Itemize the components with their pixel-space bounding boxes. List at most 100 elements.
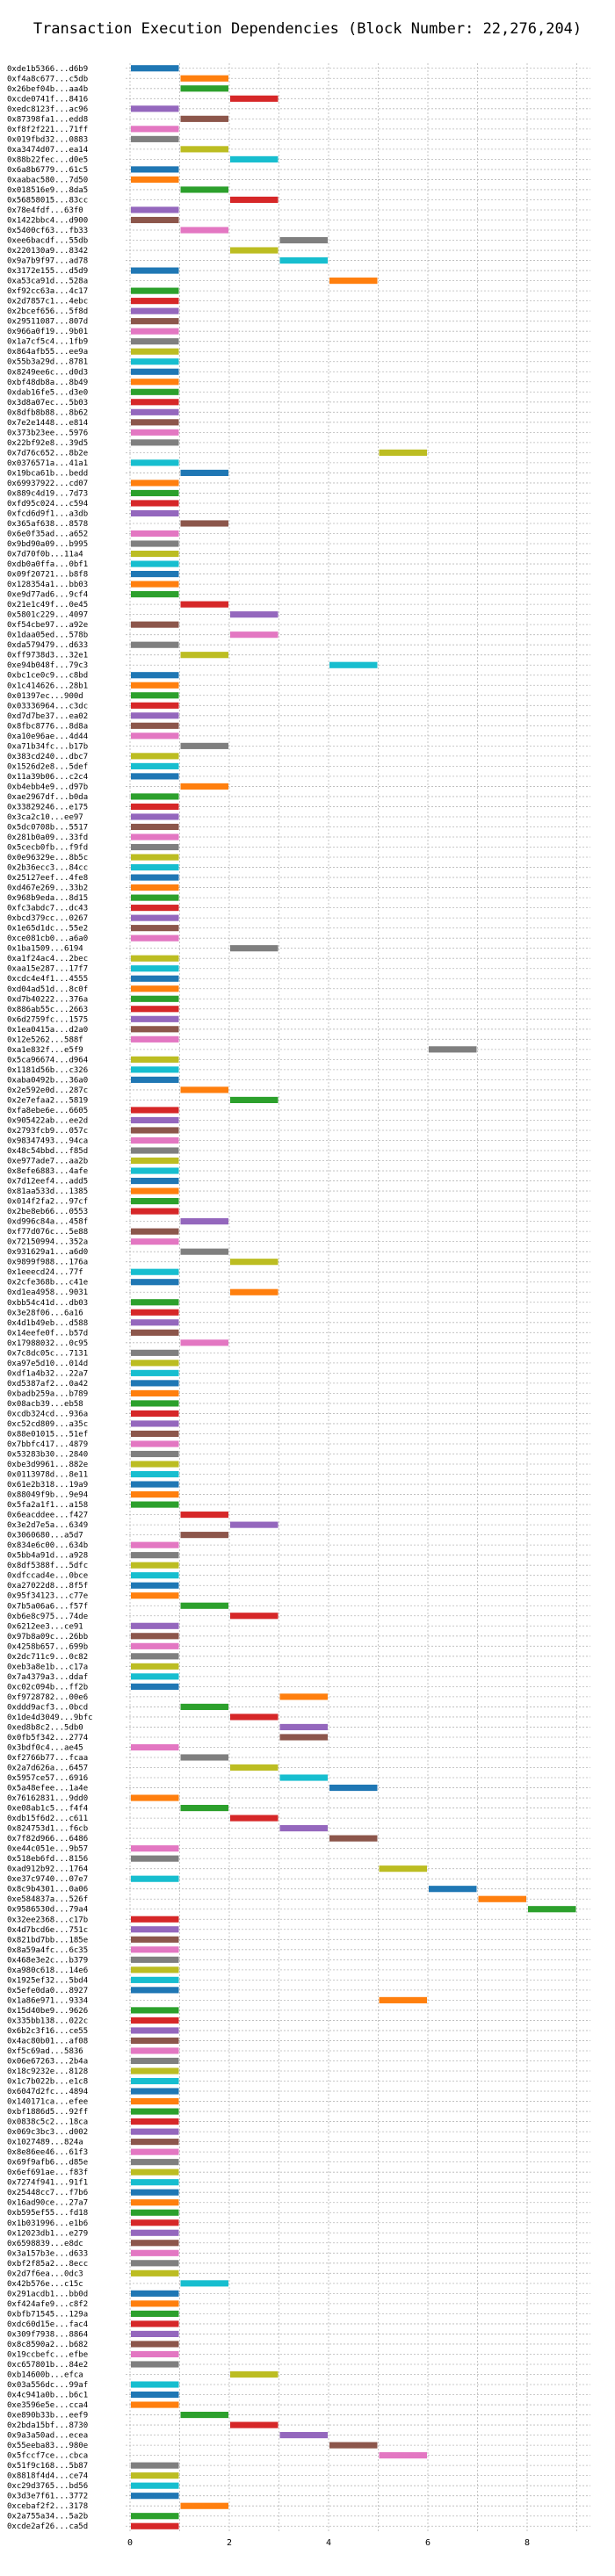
y-tick-label: 0xfcd6d9f1...a3db bbox=[7, 509, 88, 518]
x-tick-label-0: 0 bbox=[127, 2538, 133, 2548]
bar-tx-174 bbox=[279, 1825, 328, 1832]
bar-tx-235 bbox=[329, 2442, 378, 2449]
bar-tx-240 bbox=[131, 2493, 179, 2500]
y-tick-label: 0xbf1886d5...92ff bbox=[7, 2108, 88, 2117]
bar-tx-150 bbox=[131, 1582, 179, 1589]
bar-tx-114 bbox=[180, 1218, 228, 1225]
bar-tx-226 bbox=[131, 2350, 179, 2358]
bar-tx-182 bbox=[528, 1906, 576, 1913]
y-tick-label: 0x51f9c168...5b87 bbox=[7, 2462, 88, 2471]
y-tick-label: 0x7274f941...91f1 bbox=[7, 2179, 88, 2188]
bar-tx-66 bbox=[131, 732, 179, 740]
y-tick-label: 0x7d12eef4...add5 bbox=[7, 1178, 88, 1187]
y-tick-label: 0x018516e9...8da5 bbox=[7, 186, 88, 195]
y-tick-label: 0x7d70f0b...11a4 bbox=[7, 551, 83, 559]
bar-tx-10 bbox=[131, 166, 179, 173]
bar-tx-216 bbox=[131, 2249, 179, 2256]
y-tick-label: 0xe977ade7...aa2b bbox=[7, 1158, 88, 1166]
y-tick-label: 0x1b031996...e1b6 bbox=[7, 2219, 88, 2228]
bar-tx-232 bbox=[180, 2411, 228, 2419]
bar-tx-16 bbox=[180, 227, 228, 234]
y-tick-label: 0x8dfb8b88...8b62 bbox=[7, 408, 88, 417]
y-tick-label: 0x3060680...a5d7 bbox=[7, 1532, 83, 1541]
bar-tx-239 bbox=[131, 2482, 179, 2489]
y-tick-label: 0xa1e832f...e5f9 bbox=[7, 1046, 83, 1055]
bar-tx-180 bbox=[429, 1886, 477, 1893]
y-tick-label: 0x15d40be9...9626 bbox=[7, 2007, 88, 2016]
y-tick-label: 0x5fa2a1f1...a158 bbox=[7, 1501, 88, 1510]
bar-tx-11 bbox=[131, 176, 179, 184]
bar-tx-31 bbox=[131, 379, 179, 386]
bar-tx-126 bbox=[180, 1339, 228, 1346]
y-tick-label: 0x2b36ecc3...84cc bbox=[7, 864, 88, 873]
y-tick-label: 0x5ca96674...d964 bbox=[7, 1056, 88, 1064]
y-tick-label: 0x78e4fdf...63f0 bbox=[7, 206, 83, 215]
y-tick-label: 0x95f34123...c77e bbox=[7, 1592, 88, 1601]
bar-tx-209 bbox=[131, 2179, 179, 2186]
bar-tx-42 bbox=[131, 489, 179, 497]
bar-tx-22 bbox=[131, 287, 179, 294]
y-tick-label: 0x383cd240...dbc7 bbox=[7, 753, 88, 761]
bar-tx-94 bbox=[131, 1015, 179, 1022]
y-tick-label: 0xdab16fe5...d3e0 bbox=[7, 388, 88, 397]
bar-tx-77 bbox=[131, 843, 179, 851]
bar-tx-44 bbox=[131, 509, 179, 517]
bar-tx-135 bbox=[131, 1430, 179, 1438]
bar-tx-68 bbox=[131, 753, 179, 760]
y-tick-label: 0xfd95c024...c594 bbox=[7, 500, 88, 509]
y-tick-label: 0x1526d2e8...5def bbox=[7, 762, 88, 771]
bar-tx-101 bbox=[180, 1086, 228, 1093]
bar-tx-2 bbox=[180, 85, 228, 92]
bar-tx-196 bbox=[131, 2047, 179, 2054]
bar-tx-204 bbox=[131, 2128, 179, 2135]
bar-tx-109 bbox=[131, 1167, 179, 1174]
x-tick-labels: 0 2 4 6 8 bbox=[127, 2538, 530, 2548]
y-tick-label: 0x19ccbefc...efbe bbox=[7, 2350, 88, 2359]
y-tick-label: 0xbf2f85a2...8ecc bbox=[7, 2260, 88, 2269]
bar-tx-15 bbox=[131, 216, 179, 224]
y-tick-label: 0x8fbc8776...8d8a bbox=[7, 722, 88, 731]
y-tick-label: 0xbadb259a...b789 bbox=[7, 1389, 88, 1398]
y-tick-label: 0xae2967df...b0da bbox=[7, 793, 88, 802]
bar-tx-26 bbox=[131, 328, 179, 335]
y-tick-label: 0xe9d77ad6...9cf4 bbox=[7, 591, 88, 600]
y-tick-label: 0x6047d2fc...4894 bbox=[7, 2088, 88, 2096]
bar-tx-128 bbox=[131, 1360, 179, 1367]
y-tick-label: 0x9899f988...176a bbox=[7, 1259, 88, 1267]
bar-tx-137 bbox=[131, 1450, 179, 1458]
bar-tx-89 bbox=[131, 965, 179, 972]
bar-tx-54 bbox=[230, 611, 279, 618]
bar-tx-227 bbox=[131, 2361, 179, 2368]
bar-tx-81 bbox=[131, 884, 179, 891]
y-tick-label: 0x966a0f19...9b01 bbox=[7, 328, 88, 336]
y-tick-label: 0xdfccad4e...0bce bbox=[7, 1572, 88, 1581]
y-tick-label: 0x2a7d626a...6457 bbox=[7, 1764, 88, 1773]
y-tick-label: 0xbb54c41d...db03 bbox=[7, 1299, 88, 1308]
y-tick-label: 0xdb15f6d2...c611 bbox=[7, 1815, 88, 1823]
y-tick-label: 0xe94b048f...79c3 bbox=[7, 661, 88, 670]
bar-tx-84 bbox=[131, 914, 179, 921]
bar-tx-139 bbox=[131, 1470, 179, 1478]
y-tick-label: 0x309f7938...8864 bbox=[7, 2330, 88, 2339]
y-tick-label: 0x26bef04b...aa4b bbox=[7, 85, 88, 94]
bar-tx-87 bbox=[230, 945, 279, 952]
y-tick-label: 0xddd9acf3...0bcd bbox=[7, 1703, 88, 1712]
y-tick-label: 0xe890b33b...eef9 bbox=[7, 2412, 88, 2421]
bar-tx-55 bbox=[131, 621, 179, 628]
y-tick-label: 0x5a48efee...1a4e bbox=[7, 1785, 88, 1793]
bar-tx-65 bbox=[131, 722, 179, 729]
bar-tx-36 bbox=[131, 429, 179, 436]
y-tick-label: 0x6b2c3f16...ce55 bbox=[7, 2027, 88, 2036]
y-tick-label: 0x09f20721...b8f8 bbox=[7, 571, 88, 580]
bar-tx-35 bbox=[131, 419, 179, 426]
bar-tx-224 bbox=[131, 2330, 179, 2338]
y-tick-label: 0x88b22fec...d0e5 bbox=[7, 155, 88, 164]
bar-tx-147 bbox=[131, 1552, 179, 1559]
bar-tx-165 bbox=[279, 1734, 328, 1741]
bar-tx-72 bbox=[131, 793, 179, 800]
bar-tx-59 bbox=[329, 661, 378, 668]
y-tick-label: 0xd467e269...33b2 bbox=[7, 884, 88, 893]
y-tick-label: 0x6ef691ae...f83f bbox=[7, 2168, 88, 2177]
grid-layer bbox=[126, 63, 590, 2531]
